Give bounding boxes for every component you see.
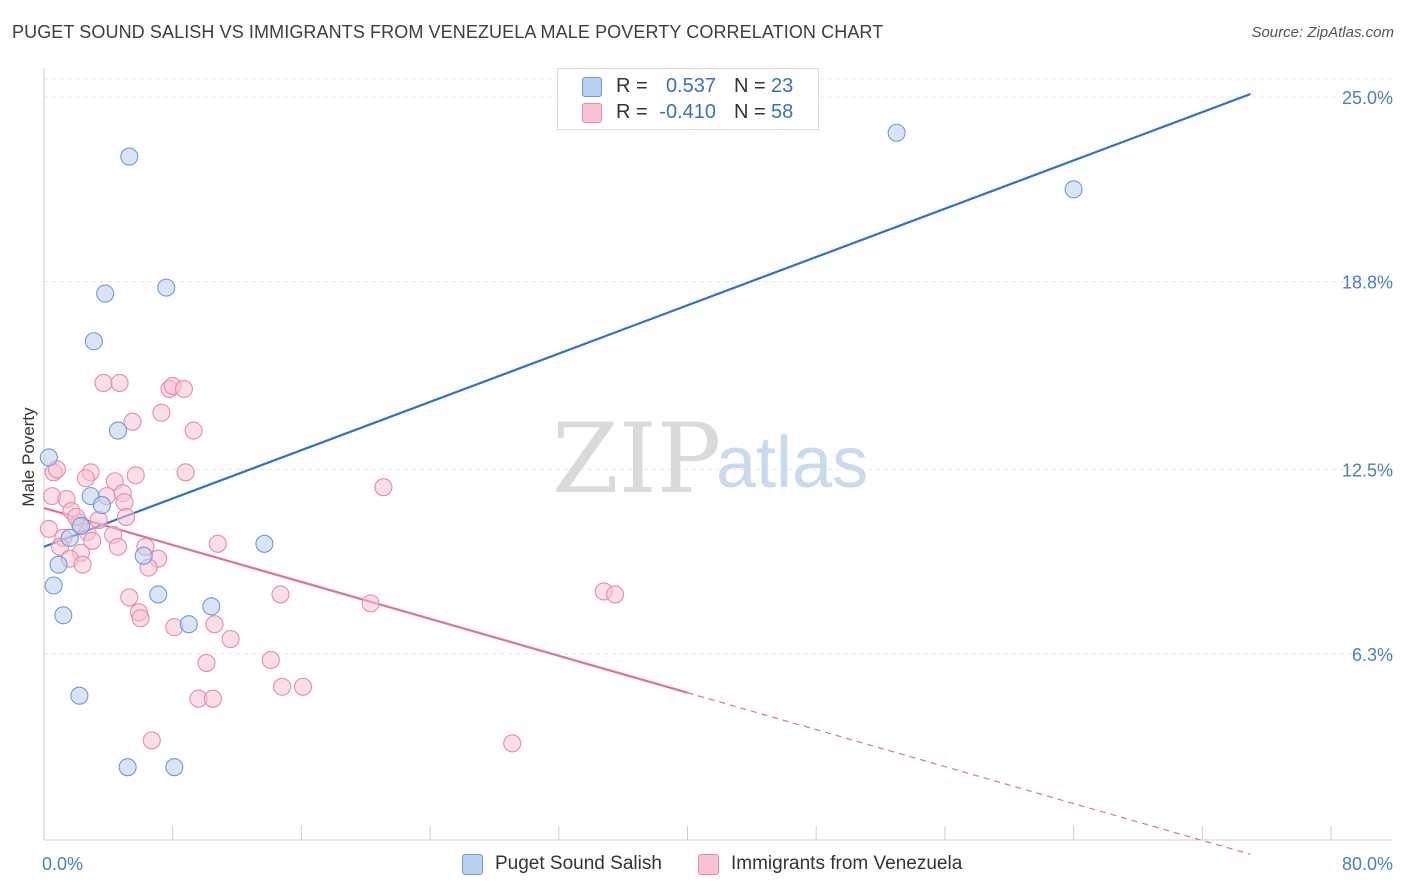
legend-r-label: R = xyxy=(616,75,648,97)
data-point-blue xyxy=(255,534,274,553)
data-point-pink xyxy=(293,677,313,696)
x-tick-label: 0.0% xyxy=(42,854,83,874)
correlation-legend: R = 0.537 N = 23 R = -0.410 N = 58 xyxy=(557,68,819,130)
data-point-pink xyxy=(197,653,216,672)
legend-n-label: N = xyxy=(734,101,766,123)
y-axis-title: Male Poverty xyxy=(19,407,38,507)
data-point-pink xyxy=(152,403,171,422)
x-tick-label: 80.0% xyxy=(1342,854,1393,874)
data-point-blue xyxy=(84,332,103,351)
legend-r-value: 0.537 xyxy=(665,75,716,97)
grid-lines xyxy=(44,78,1392,655)
chart-title: PUGET SOUND SALISH VS IMMIGRANTS FROM VE… xyxy=(12,22,884,42)
data-point-blue xyxy=(165,758,184,777)
data-point-pink xyxy=(73,555,92,574)
data-point-pink xyxy=(108,537,128,556)
data-point-pink xyxy=(115,493,134,512)
y-tick-label: 18.8% xyxy=(1342,273,1393,293)
data-point-blue xyxy=(49,555,68,574)
watermark: ZIP atlas xyxy=(552,403,868,515)
data-point-blue xyxy=(92,496,111,515)
legend-r-label: R = xyxy=(616,101,648,123)
data-point-pink xyxy=(89,510,108,530)
data-point-blue xyxy=(44,576,63,595)
data-point-blue xyxy=(134,546,153,565)
data-point-blue xyxy=(157,278,176,297)
legend-r-value: -0.410 xyxy=(659,101,716,123)
data-point-blue xyxy=(149,585,168,604)
trend-line-blue xyxy=(43,92,1251,548)
legend-swatch-pink xyxy=(582,103,602,123)
data-point-pink xyxy=(261,650,280,670)
y-tick-label: 6.3% xyxy=(1352,645,1393,665)
data-point-blue xyxy=(120,147,139,166)
axis-labels: Male Poverty 25.0% 18.8% 12.5% 6.3% 0.0% 80.0… xyxy=(19,88,1393,874)
data-point-pink xyxy=(142,731,161,750)
data-point-pink xyxy=(361,594,380,613)
legend-swatch-blue xyxy=(582,77,602,97)
data-point-pink xyxy=(503,734,522,753)
data-point-pink xyxy=(131,609,150,628)
trend-extension-pink xyxy=(687,692,1251,855)
data-point-blue xyxy=(60,528,79,547)
legend-n-value: 58 xyxy=(771,101,794,123)
series-legend: Puget Sound Salish Immigrants from Venez… xyxy=(0,852,1406,878)
data-point-blue xyxy=(54,606,73,625)
data-point-pink xyxy=(176,463,195,482)
data-point-blue xyxy=(887,123,906,142)
data-point-pink xyxy=(76,469,95,488)
data-point-pink xyxy=(203,689,222,708)
data-point-blue xyxy=(39,448,58,467)
data-points xyxy=(39,123,1083,777)
series-swatch-pink xyxy=(698,854,719,875)
data-point-blue xyxy=(202,597,221,616)
data-point-pink xyxy=(174,379,194,398)
data-point-blue xyxy=(108,421,128,440)
legend-n-value: 23 xyxy=(771,75,794,97)
source-credit: Source: ZipAtlas.com xyxy=(1251,24,1394,41)
legend-row-pink: R = -0.410 N = 58 xyxy=(558,100,818,126)
series-legend-label: Immigrants from Venezuela xyxy=(731,853,963,874)
legend-n-label: N = xyxy=(734,75,766,97)
data-point-pink xyxy=(273,677,292,696)
watermark-zip: ZIP xyxy=(552,403,721,515)
data-point-pink xyxy=(208,534,227,553)
series-legend-label: Puget Sound Salish xyxy=(495,853,662,874)
data-point-blue xyxy=(71,516,91,535)
data-point-pink xyxy=(83,531,102,550)
y-tick-label: 12.5% xyxy=(1342,460,1393,480)
data-point-blue xyxy=(179,615,198,634)
legend-row-blue: R = 0.537 N = 23 xyxy=(558,74,818,100)
series-swatch-blue xyxy=(462,854,483,875)
data-point-blue xyxy=(96,284,115,303)
data-point-pink xyxy=(94,373,113,392)
watermark-atlas: atlas xyxy=(716,423,868,503)
data-point-pink xyxy=(221,630,240,649)
data-point-pink xyxy=(271,585,290,604)
data-point-pink xyxy=(110,373,129,392)
data-point-pink xyxy=(123,412,142,431)
data-point-pink xyxy=(126,466,145,485)
data-point-blue xyxy=(118,758,137,777)
data-point-pink xyxy=(116,507,136,527)
data-point-pink xyxy=(184,421,203,440)
data-point-pink xyxy=(606,585,625,604)
data-point-blue xyxy=(70,686,89,705)
data-point-pink xyxy=(205,615,224,634)
data-point-pink xyxy=(120,588,139,607)
data-point-pink xyxy=(374,478,393,497)
y-tick-label: 25.0% xyxy=(1342,88,1393,108)
data-point-blue xyxy=(1064,180,1083,199)
data-point-pink xyxy=(39,519,58,538)
